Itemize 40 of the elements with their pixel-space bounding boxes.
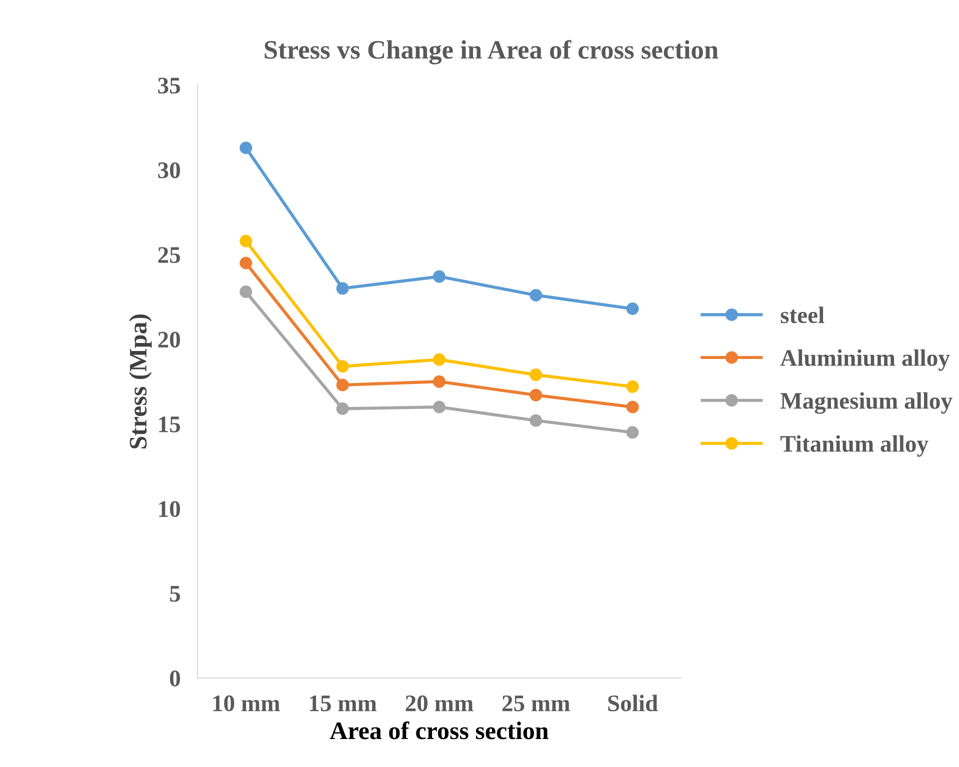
point: [240, 286, 252, 298]
point: [240, 234, 252, 248]
y-tick-label: 10: [159, 501, 180, 518]
x-tick-label: 20 mm: [406, 695, 474, 712]
point: [530, 388, 542, 402]
point: [240, 142, 252, 154]
y-tick-label: 35: [158, 78, 180, 94]
y-tick-label: 5: [170, 586, 180, 602]
point: [432, 353, 446, 366]
point: [530, 368, 542, 382]
point: [626, 400, 639, 414]
y-axis-title: Stress (Mpa): [129, 314, 152, 448]
x-tick-label: 10 mm: [213, 695, 280, 712]
legend-label: Titanium alloy: [780, 435, 928, 457]
point: [432, 400, 446, 414]
point: [336, 402, 349, 415]
x-tick-label: 15 mm: [310, 695, 377, 712]
point: [336, 378, 349, 392]
point: [530, 288, 542, 302]
point: [626, 380, 639, 393]
point: [240, 256, 252, 270]
x-tick-label: Solid: [608, 694, 658, 712]
y-tick-label: 30: [158, 162, 180, 178]
x-axis-title: Area of cross section: [330, 721, 548, 740]
point: [626, 302, 639, 315]
point: [432, 270, 446, 283]
point: [626, 426, 639, 439]
y-tick-label: 25: [158, 247, 180, 263]
legend-label: steel: [780, 306, 824, 324]
point: [336, 360, 349, 373]
chart-title: Stress vs Change in Area of cross section: [264, 40, 718, 64]
point: [336, 282, 349, 295]
legend-label: Aluminium alloy: [780, 349, 950, 371]
point: [432, 375, 446, 388]
x-tick-label: 25 mm: [502, 695, 570, 712]
point: [530, 414, 542, 427]
legend-label: Magnesium alloy: [780, 392, 952, 414]
y-tick-label: 15: [159, 416, 180, 432]
y-tick-label: 0: [170, 670, 180, 686]
y-tick-label: 20: [158, 332, 180, 348]
